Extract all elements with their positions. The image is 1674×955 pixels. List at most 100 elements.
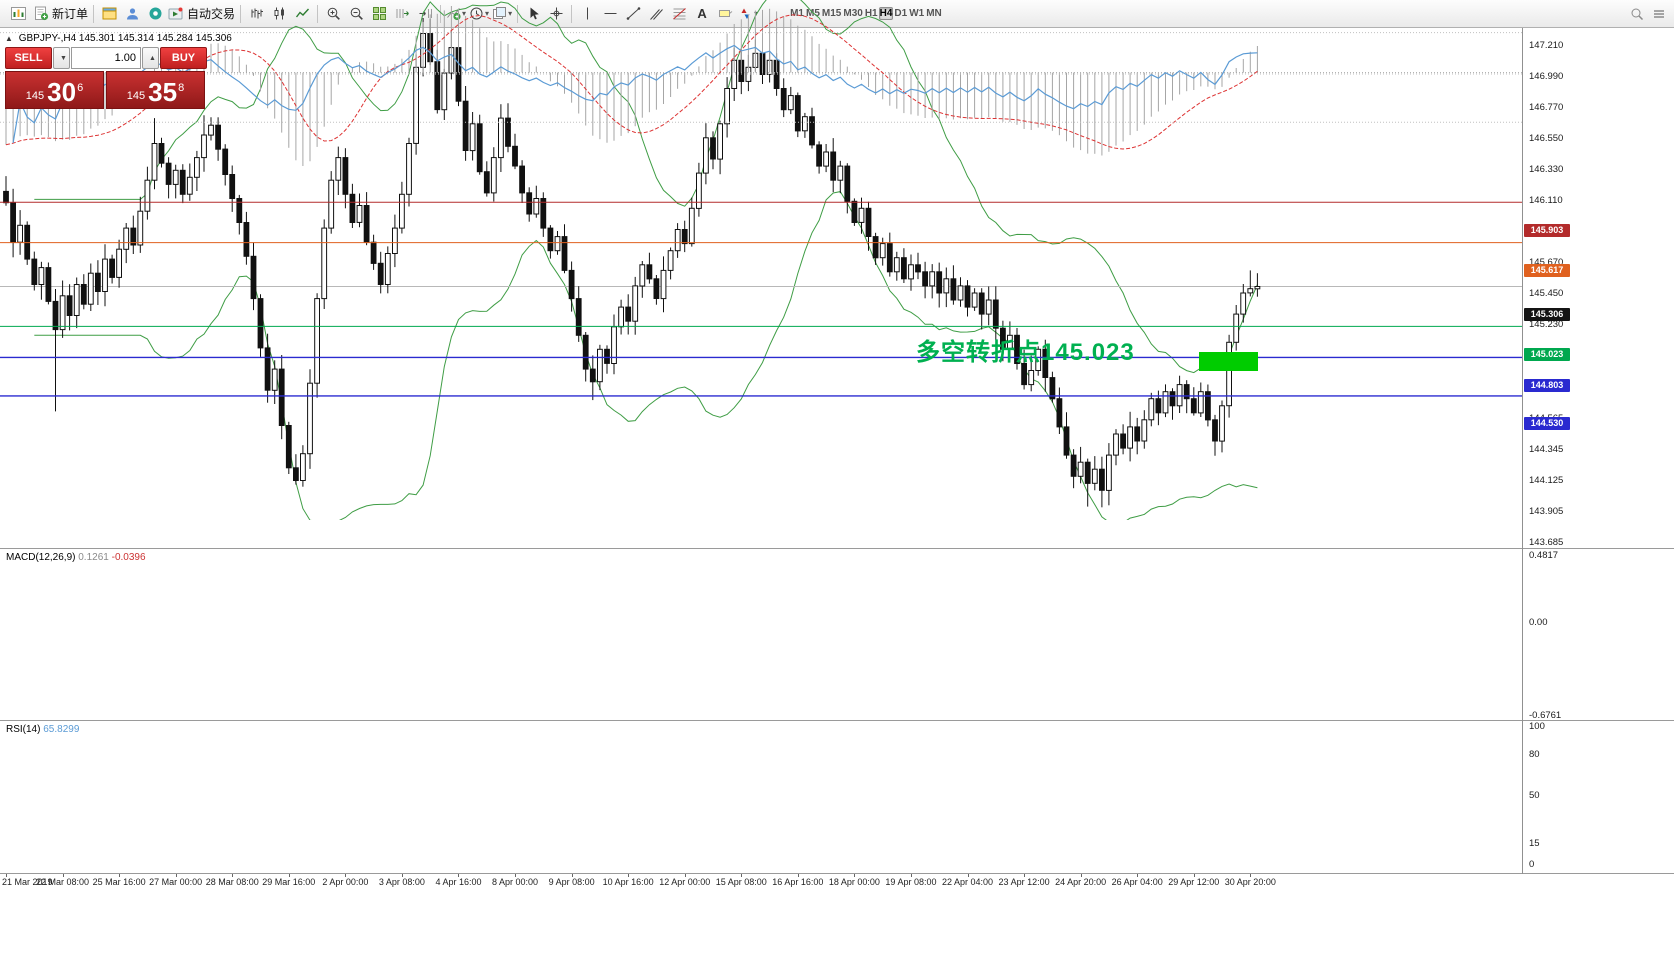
trade-prices-row: 145 30 6 145 35 8 — [5, 71, 207, 109]
buy-button[interactable]: BUY — [160, 47, 207, 69]
chart-annotation[interactable]: 多空转折点145.023 — [916, 339, 1135, 366]
macd-signal-value: -0.0396 — [111, 552, 146, 563]
cursor-button[interactable] — [522, 3, 544, 25]
rsi-line — [12, 44, 1258, 144]
text-tool-button[interactable]: A — [691, 3, 713, 25]
volume-decrease-button[interactable]: ▼ — [53, 47, 70, 69]
periods-button[interactable]: ▾ — [468, 3, 490, 25]
auto-trading-icon — [168, 7, 183, 20]
crosshair-button[interactable] — [545, 3, 567, 25]
chevron-down-icon: ▾ — [462, 9, 467, 18]
community-button[interactable] — [144, 3, 166, 25]
rsi-value: 65.8299 — [43, 724, 80, 735]
app-icon — [4, 3, 32, 25]
timeframe-M1[interactable]: M1 — [790, 8, 804, 19]
zoom-out-button[interactable] — [345, 3, 367, 25]
tile-windows-button[interactable] — [368, 3, 390, 25]
fibonacci-icon — [672, 8, 686, 20]
price-tick: 143.905 — [1529, 506, 1564, 517]
price-chart[interactable] — [0, 0, 1522, 520]
time-label: 19 Apr 08:00 — [885, 877, 937, 887]
timeframe-W1[interactable]: W1 — [909, 8, 925, 19]
community-icon — [149, 7, 162, 20]
sell-price-display[interactable]: 145 30 6 — [5, 71, 104, 109]
rsi-chart[interactable] — [0, 0, 1522, 152]
vertical-line-button[interactable] — [576, 3, 598, 25]
bollinger-lower-band[interactable] — [34, 191, 1258, 520]
time-label: 10 Apr 16:00 — [602, 877, 654, 887]
line-chart-button[interactable] — [291, 3, 313, 25]
rsi-axis[interactable]: 100 80 50 15 0 — [1523, 721, 1674, 873]
toolbar-menu-button[interactable] — [1648, 3, 1670, 25]
macd-axis[interactable]: 0.4817 0.00 -0.6761 — [1523, 549, 1674, 721]
panel-toggle-icon[interactable]: ▲ — [5, 34, 13, 43]
toolbar-separator — [317, 4, 319, 23]
time-tick — [119, 874, 121, 877]
price-tick: 146.550 — [1529, 133, 1564, 145]
time-tick — [910, 874, 912, 877]
macd-signal-line — [5, 14, 1258, 150]
time-tick — [515, 874, 517, 877]
price-axis[interactable]: 147.210 146.990 146.770 146.550 146.330 146.1… — [1523, 28, 1674, 548]
axis-border — [1522, 28, 1523, 874]
time-label: 28 Mar 08:00 — [205, 877, 259, 887]
text-label-button[interactable] — [714, 3, 736, 25]
toolbar-separator — [440, 4, 442, 23]
channel-button[interactable] — [645, 3, 667, 25]
highlight-rectangle[interactable] — [1199, 352, 1258, 371]
time-tick — [232, 874, 234, 877]
timeframe-H4[interactable]: H4 — [878, 7, 894, 20]
time-label: 8 Apr 00:00 — [492, 877, 539, 887]
chart-shift-button[interactable] — [414, 3, 436, 25]
pane-separator[interactable] — [0, 548, 1674, 549]
fibonacci-button[interactable] — [668, 3, 690, 25]
new-order-button[interactable]: 新订单 — [33, 3, 89, 25]
timeframe-M5[interactable]: M5 — [806, 8, 820, 19]
time-label: 4 Apr 16:00 — [435, 877, 482, 887]
auto-scroll-button[interactable] — [391, 3, 413, 25]
trendline-button[interactable] — [622, 3, 644, 25]
volume-input[interactable] — [71, 47, 141, 69]
toolbar-separator — [240, 4, 242, 23]
templates-button[interactable]: ▾ — [491, 3, 513, 25]
bar-chart-button[interactable] — [245, 3, 267, 25]
buy-price-display[interactable]: 145 35 8 — [106, 71, 205, 109]
pane-separator[interactable] — [0, 720, 1674, 721]
price-tick: 146.330 — [1529, 164, 1564, 176]
toolbar-separator — [571, 4, 573, 23]
bollinger-upper-band[interactable] — [34, 0, 1258, 374]
macd-label: MACD(12,26,9) 0.1261 -0.0396 — [6, 552, 146, 563]
price-tick: 146.990 — [1529, 71, 1564, 83]
price-tick: 147.210 — [1529, 40, 1564, 51]
volume-increase-button[interactable]: ▲ — [142, 47, 159, 69]
chart-window-button[interactable] — [98, 3, 120, 25]
zoom-in-button[interactable] — [322, 3, 344, 25]
candlestick-chart-button[interactable] — [268, 3, 290, 25]
time-tick — [1193, 874, 1195, 877]
price-tick: 146.110 — [1529, 195, 1563, 207]
time-tick — [175, 874, 177, 877]
rsi-axis-label: 15 — [1529, 838, 1540, 850]
time-axis[interactable]: 21 Mar 2019 22 Mar 08:00 25 Mar 16:00 27 Ma… — [0, 874, 1674, 890]
horiz-line-button[interactable] — [599, 3, 621, 25]
auto-trading-label: 自动交易 — [187, 7, 236, 21]
buy-pips: 35 — [148, 77, 178, 107]
quick-search-button[interactable] — [1626, 3, 1648, 25]
time-label: 12 Apr 00:00 — [659, 877, 711, 887]
timeframe-D1[interactable]: D1 — [894, 8, 908, 19]
symbol-title: GBPJPY-,H4 — [18, 33, 77, 44]
timeframe-MN[interactable]: MN — [926, 8, 942, 19]
sell-button[interactable]: SELL — [5, 47, 52, 69]
vertical-line-icon — [586, 7, 588, 20]
timeframe-M15[interactable]: M15 — [821, 8, 842, 19]
profile-button[interactable] — [121, 3, 143, 25]
auto-trading-button[interactable]: 自动交易 — [167, 3, 236, 25]
timeframe-M30[interactable]: M30 — [843, 8, 863, 19]
time-tick — [967, 874, 969, 877]
timeframe-H1[interactable]: H1 — [864, 8, 878, 19]
auto-scroll-icon — [396, 9, 409, 18]
zoom-in-icon — [327, 7, 340, 20]
chevron-down-icon: ▾ — [508, 9, 513, 18]
time-tick — [288, 874, 290, 877]
rsi-axis-label: 0 — [1529, 859, 1535, 870]
